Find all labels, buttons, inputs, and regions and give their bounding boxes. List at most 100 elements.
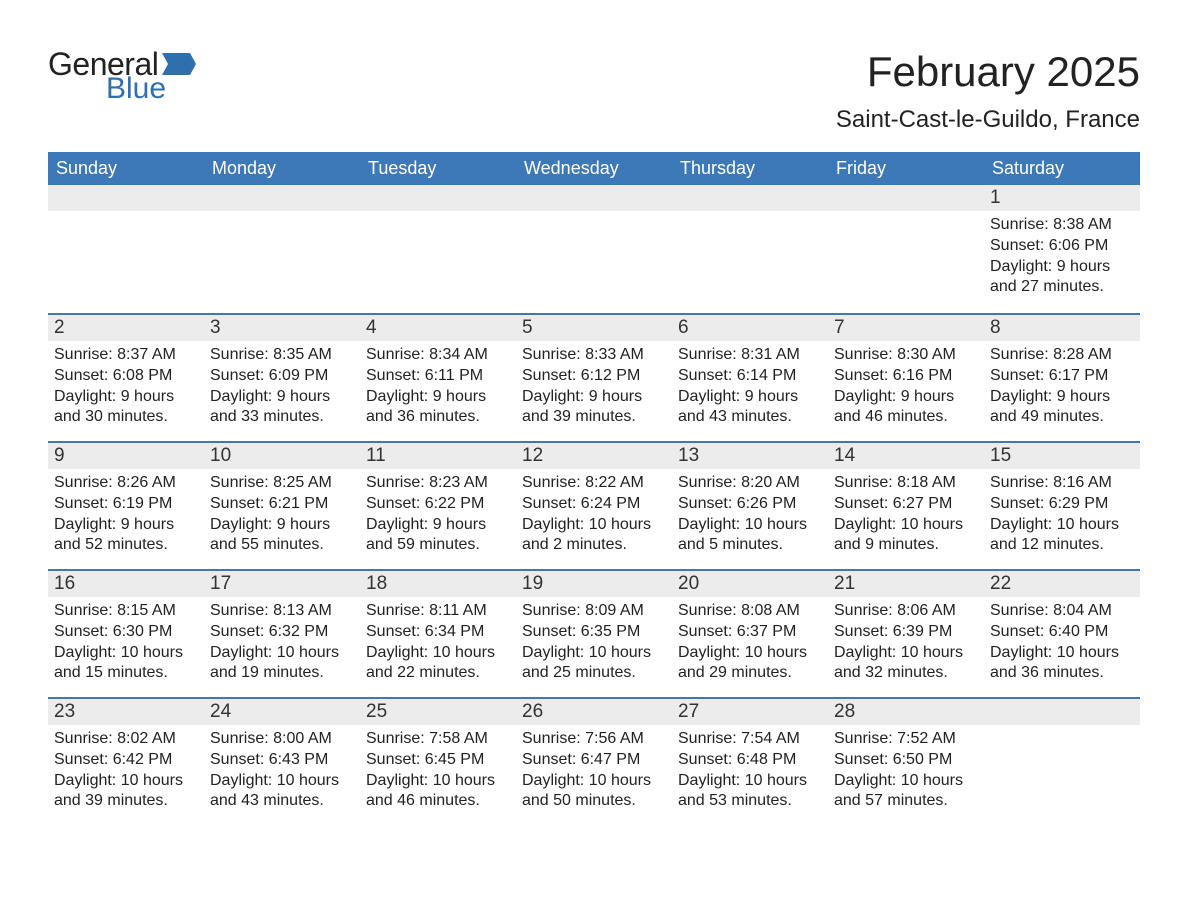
sunrise-line: Sunrise: 8:25 AM (210, 473, 354, 494)
daylight-line: Daylight: 10 hours and 39 minutes. (54, 771, 198, 813)
day-details: Sunrise: 7:54 AMSunset: 6:48 PMDaylight:… (672, 725, 828, 820)
calendar-cell: 6Sunrise: 8:31 AMSunset: 6:14 PMDaylight… (672, 313, 828, 441)
sunset-line: Sunset: 6:22 PM (366, 494, 510, 515)
sunset-line: Sunset: 6:50 PM (834, 750, 978, 771)
calendar-cell: 28Sunrise: 7:52 AMSunset: 6:50 PMDayligh… (828, 697, 984, 825)
day-details: Sunrise: 8:23 AMSunset: 6:22 PMDaylight:… (360, 469, 516, 564)
daylight-line: Daylight: 10 hours and 5 minutes. (678, 515, 822, 557)
calendar-cell: 8Sunrise: 8:28 AMSunset: 6:17 PMDaylight… (984, 313, 1140, 441)
sunset-line: Sunset: 6:08 PM (54, 366, 198, 387)
sunrise-line: Sunrise: 7:52 AM (834, 729, 978, 750)
day-details: Sunrise: 8:30 AMSunset: 6:16 PMDaylight:… (828, 341, 984, 436)
day-details: Sunrise: 8:34 AMSunset: 6:11 PMDaylight:… (360, 341, 516, 436)
sunset-line: Sunset: 6:37 PM (678, 622, 822, 643)
day-number: 4 (360, 313, 516, 341)
calendar-cell: 4Sunrise: 8:34 AMSunset: 6:11 PMDaylight… (360, 313, 516, 441)
daylight-line: Daylight: 10 hours and 25 minutes. (522, 643, 666, 685)
daylight-line: Daylight: 10 hours and 22 minutes. (366, 643, 510, 685)
day-number: 23 (48, 697, 204, 725)
sunrise-line: Sunrise: 8:16 AM (990, 473, 1134, 494)
day-number: 1 (984, 185, 1140, 211)
calendar-cell: 15Sunrise: 8:16 AMSunset: 6:29 PMDayligh… (984, 441, 1140, 569)
daylight-line: Daylight: 10 hours and 12 minutes. (990, 515, 1134, 557)
sunset-line: Sunset: 6:47 PM (522, 750, 666, 771)
calendar-cell (672, 185, 828, 313)
day-number (984, 697, 1140, 725)
calendar-cell: 11Sunrise: 8:23 AMSunset: 6:22 PMDayligh… (360, 441, 516, 569)
daylight-line: Daylight: 10 hours and 2 minutes. (522, 515, 666, 557)
calendar-cell: 23Sunrise: 8:02 AMSunset: 6:42 PMDayligh… (48, 697, 204, 825)
sunset-line: Sunset: 6:24 PM (522, 494, 666, 515)
location: Saint-Cast-le-Guildo, France (836, 106, 1140, 134)
day-number: 25 (360, 697, 516, 725)
sunrise-line: Sunrise: 8:08 AM (678, 601, 822, 622)
sunrise-line: Sunrise: 8:23 AM (366, 473, 510, 494)
sunrise-line: Sunrise: 8:00 AM (210, 729, 354, 750)
daylight-line: Daylight: 9 hours and 46 minutes. (834, 387, 978, 429)
day-details: Sunrise: 8:16 AMSunset: 6:29 PMDaylight:… (984, 469, 1140, 564)
daylight-line: Daylight: 9 hours and 27 minutes. (990, 257, 1134, 299)
daylight-line: Daylight: 10 hours and 36 minutes. (990, 643, 1134, 685)
daylight-line: Daylight: 9 hours and 49 minutes. (990, 387, 1134, 429)
day-details: Sunrise: 8:22 AMSunset: 6:24 PMDaylight:… (516, 469, 672, 564)
day-details: Sunrise: 8:38 AMSunset: 6:06 PMDaylight:… (984, 211, 1140, 306)
daylight-line: Daylight: 9 hours and 43 minutes. (678, 387, 822, 429)
day-number: 12 (516, 441, 672, 469)
day-number: 3 (204, 313, 360, 341)
day-number: 11 (360, 441, 516, 469)
day-details: Sunrise: 8:11 AMSunset: 6:34 PMDaylight:… (360, 597, 516, 692)
day-number: 2 (48, 313, 204, 341)
day-details: Sunrise: 8:25 AMSunset: 6:21 PMDaylight:… (204, 469, 360, 564)
sunset-line: Sunset: 6:35 PM (522, 622, 666, 643)
day-number: 9 (48, 441, 204, 469)
day-details: Sunrise: 8:20 AMSunset: 6:26 PMDaylight:… (672, 469, 828, 564)
sunset-line: Sunset: 6:17 PM (990, 366, 1134, 387)
calendar-cell (516, 185, 672, 313)
daylight-line: Daylight: 9 hours and 39 minutes. (522, 387, 666, 429)
day-number: 5 (516, 313, 672, 341)
daylight-line: Daylight: 9 hours and 33 minutes. (210, 387, 354, 429)
day-details: Sunrise: 8:09 AMSunset: 6:35 PMDaylight:… (516, 597, 672, 692)
calendar-cell (828, 185, 984, 313)
calendar-cell: 16Sunrise: 8:15 AMSunset: 6:30 PMDayligh… (48, 569, 204, 697)
day-details: Sunrise: 8:31 AMSunset: 6:14 PMDaylight:… (672, 341, 828, 436)
calendar-week-row: 9Sunrise: 8:26 AMSunset: 6:19 PMDaylight… (48, 441, 1140, 569)
sunset-line: Sunset: 6:16 PM (834, 366, 978, 387)
sunrise-line: Sunrise: 8:38 AM (990, 215, 1134, 236)
day-details (828, 211, 984, 223)
weekday-header: Thursday (672, 152, 828, 185)
sunset-line: Sunset: 6:34 PM (366, 622, 510, 643)
sunrise-line: Sunrise: 8:28 AM (990, 345, 1134, 366)
day-number (828, 185, 984, 211)
sunrise-line: Sunrise: 8:13 AM (210, 601, 354, 622)
calendar-cell: 1Sunrise: 8:38 AMSunset: 6:06 PMDaylight… (984, 185, 1140, 313)
weekday-header: Friday (828, 152, 984, 185)
calendar-cell: 26Sunrise: 7:56 AMSunset: 6:47 PMDayligh… (516, 697, 672, 825)
calendar-cell (360, 185, 516, 313)
daylight-line: Daylight: 10 hours and 15 minutes. (54, 643, 198, 685)
day-details: Sunrise: 8:26 AMSunset: 6:19 PMDaylight:… (48, 469, 204, 564)
daylight-line: Daylight: 10 hours and 57 minutes. (834, 771, 978, 813)
calendar-cell: 20Sunrise: 8:08 AMSunset: 6:37 PMDayligh… (672, 569, 828, 697)
calendar-cell (204, 185, 360, 313)
daylight-line: Daylight: 10 hours and 53 minutes. (678, 771, 822, 813)
sunrise-line: Sunrise: 8:26 AM (54, 473, 198, 494)
day-details (204, 211, 360, 223)
calendar-cell: 12Sunrise: 8:22 AMSunset: 6:24 PMDayligh… (516, 441, 672, 569)
day-details (360, 211, 516, 223)
daylight-line: Daylight: 9 hours and 36 minutes. (366, 387, 510, 429)
daylight-line: Daylight: 9 hours and 30 minutes. (54, 387, 198, 429)
sunrise-line: Sunrise: 7:58 AM (366, 729, 510, 750)
day-number: 14 (828, 441, 984, 469)
day-number: 13 (672, 441, 828, 469)
day-details: Sunrise: 8:13 AMSunset: 6:32 PMDaylight:… (204, 597, 360, 692)
sunrise-line: Sunrise: 8:18 AM (834, 473, 978, 494)
daylight-line: Daylight: 10 hours and 9 minutes. (834, 515, 978, 557)
day-details: Sunrise: 7:52 AMSunset: 6:50 PMDaylight:… (828, 725, 984, 820)
calendar-cell: 17Sunrise: 8:13 AMSunset: 6:32 PMDayligh… (204, 569, 360, 697)
calendar-cell (48, 185, 204, 313)
day-number (672, 185, 828, 211)
calendar-cell: 9Sunrise: 8:26 AMSunset: 6:19 PMDaylight… (48, 441, 204, 569)
day-number: 20 (672, 569, 828, 597)
day-details: Sunrise: 8:08 AMSunset: 6:37 PMDaylight:… (672, 597, 828, 692)
